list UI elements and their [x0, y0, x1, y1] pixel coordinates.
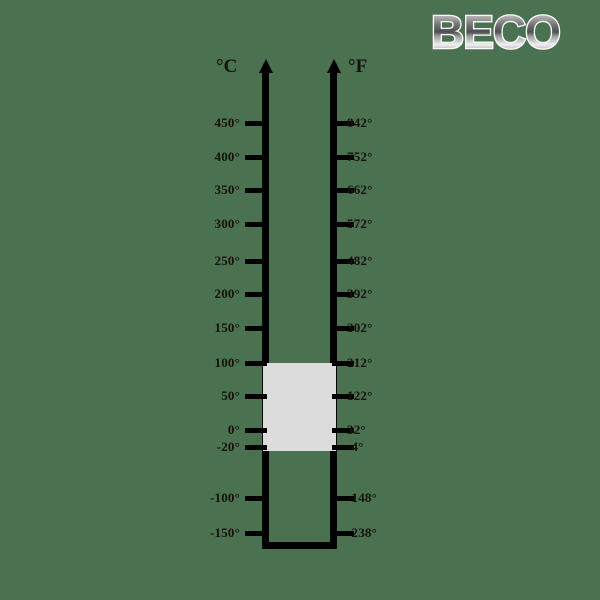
fahrenheit-tick-label: -148°: [347, 490, 378, 505]
celsius-tick-label: 50°: [221, 388, 240, 403]
celsius-tick-mark: [245, 496, 267, 501]
fahrenheit-tick-mark: [332, 361, 354, 366]
celsius-tick-mark: [245, 259, 267, 264]
celsius-tick-mark: [245, 445, 267, 450]
fahrenheit-tick-mark: [332, 531, 354, 536]
fahrenheit-tick-label: 842°: [347, 115, 373, 130]
beco-logo: BECO: [427, 4, 585, 60]
celsius-tick-label: 300°: [214, 216, 240, 231]
celsius-tick-mark: [245, 428, 267, 433]
celsius-tick-label: -150°: [209, 525, 240, 540]
fahrenheit-tick-label: 752°: [347, 149, 373, 164]
fahrenheit-tick-mark: [332, 121, 354, 126]
fahrenheit-tick-label: 662°: [347, 182, 373, 197]
highlight-band: [263, 363, 336, 451]
fahrenheit-tick-label: 122°: [347, 388, 373, 403]
fahrenheit-tick-label: 392°: [347, 286, 373, 301]
celsius-tick-label: -100°: [209, 490, 240, 505]
celsius-tick-label: -20°: [216, 439, 240, 454]
fahrenheit-tick-mark: [332, 496, 354, 501]
celsius-tick-label: 150°: [214, 320, 240, 335]
celsius-tick-mark: [245, 531, 267, 536]
celsius-tick-mark: [245, 188, 267, 193]
fahrenheit-tick-mark: [332, 394, 354, 399]
fahrenheit-tick-mark: [332, 428, 354, 433]
fahrenheit-tick-label: 482°: [347, 253, 373, 268]
celsius-tick-label: 400°: [214, 149, 240, 164]
celsius-tick-mark: [245, 121, 267, 126]
celsius-axis-arrow-icon: [258, 59, 273, 73]
celsius-tick-label: 0°: [227, 422, 240, 437]
celsius-tick-label: 350°: [214, 182, 240, 197]
axis-bottom-connector: [262, 542, 337, 549]
fahrenheit-tick-mark: [332, 326, 354, 331]
fahrenheit-tick-mark: [332, 188, 354, 193]
celsius-unit-label: °C: [216, 56, 238, 77]
fahrenheit-tick-label: 32°: [347, 422, 366, 437]
celsius-tick-mark: [245, 292, 267, 297]
fahrenheit-tick-label: 212°: [347, 355, 373, 370]
celsius-tick-label: 450°: [214, 115, 240, 130]
celsius-tick-mark: [245, 326, 267, 331]
fahrenheit-tick-mark: [332, 292, 354, 297]
fahrenheit-axis-line: [330, 70, 337, 549]
celsius-tick-label: 250°: [214, 253, 240, 268]
celsius-tick-mark: [245, 222, 267, 227]
celsius-tick-label: 200°: [214, 286, 240, 301]
fahrenheit-tick-label: 572°: [347, 216, 373, 231]
celsius-axis-line: [262, 70, 269, 549]
fahrenheit-tick-label: 302°: [347, 320, 373, 335]
celsius-tick-mark: [245, 394, 267, 399]
beco-logo-text: BECO: [431, 6, 560, 58]
fahrenheit-tick-label: -4°: [347, 439, 364, 454]
fahrenheit-axis-arrow-icon: [326, 59, 341, 73]
fahrenheit-unit-label: °F: [348, 56, 368, 77]
celsius-tick-mark: [245, 155, 267, 160]
celsius-tick-mark: [245, 361, 267, 366]
fahrenheit-tick-mark: [332, 222, 354, 227]
fahrenheit-tick-mark: [332, 445, 354, 450]
fahrenheit-tick-mark: [332, 155, 354, 160]
fahrenheit-tick-label: -238°: [347, 525, 378, 540]
celsius-tick-label: 100°: [214, 355, 240, 370]
fahrenheit-tick-mark: [332, 259, 354, 264]
